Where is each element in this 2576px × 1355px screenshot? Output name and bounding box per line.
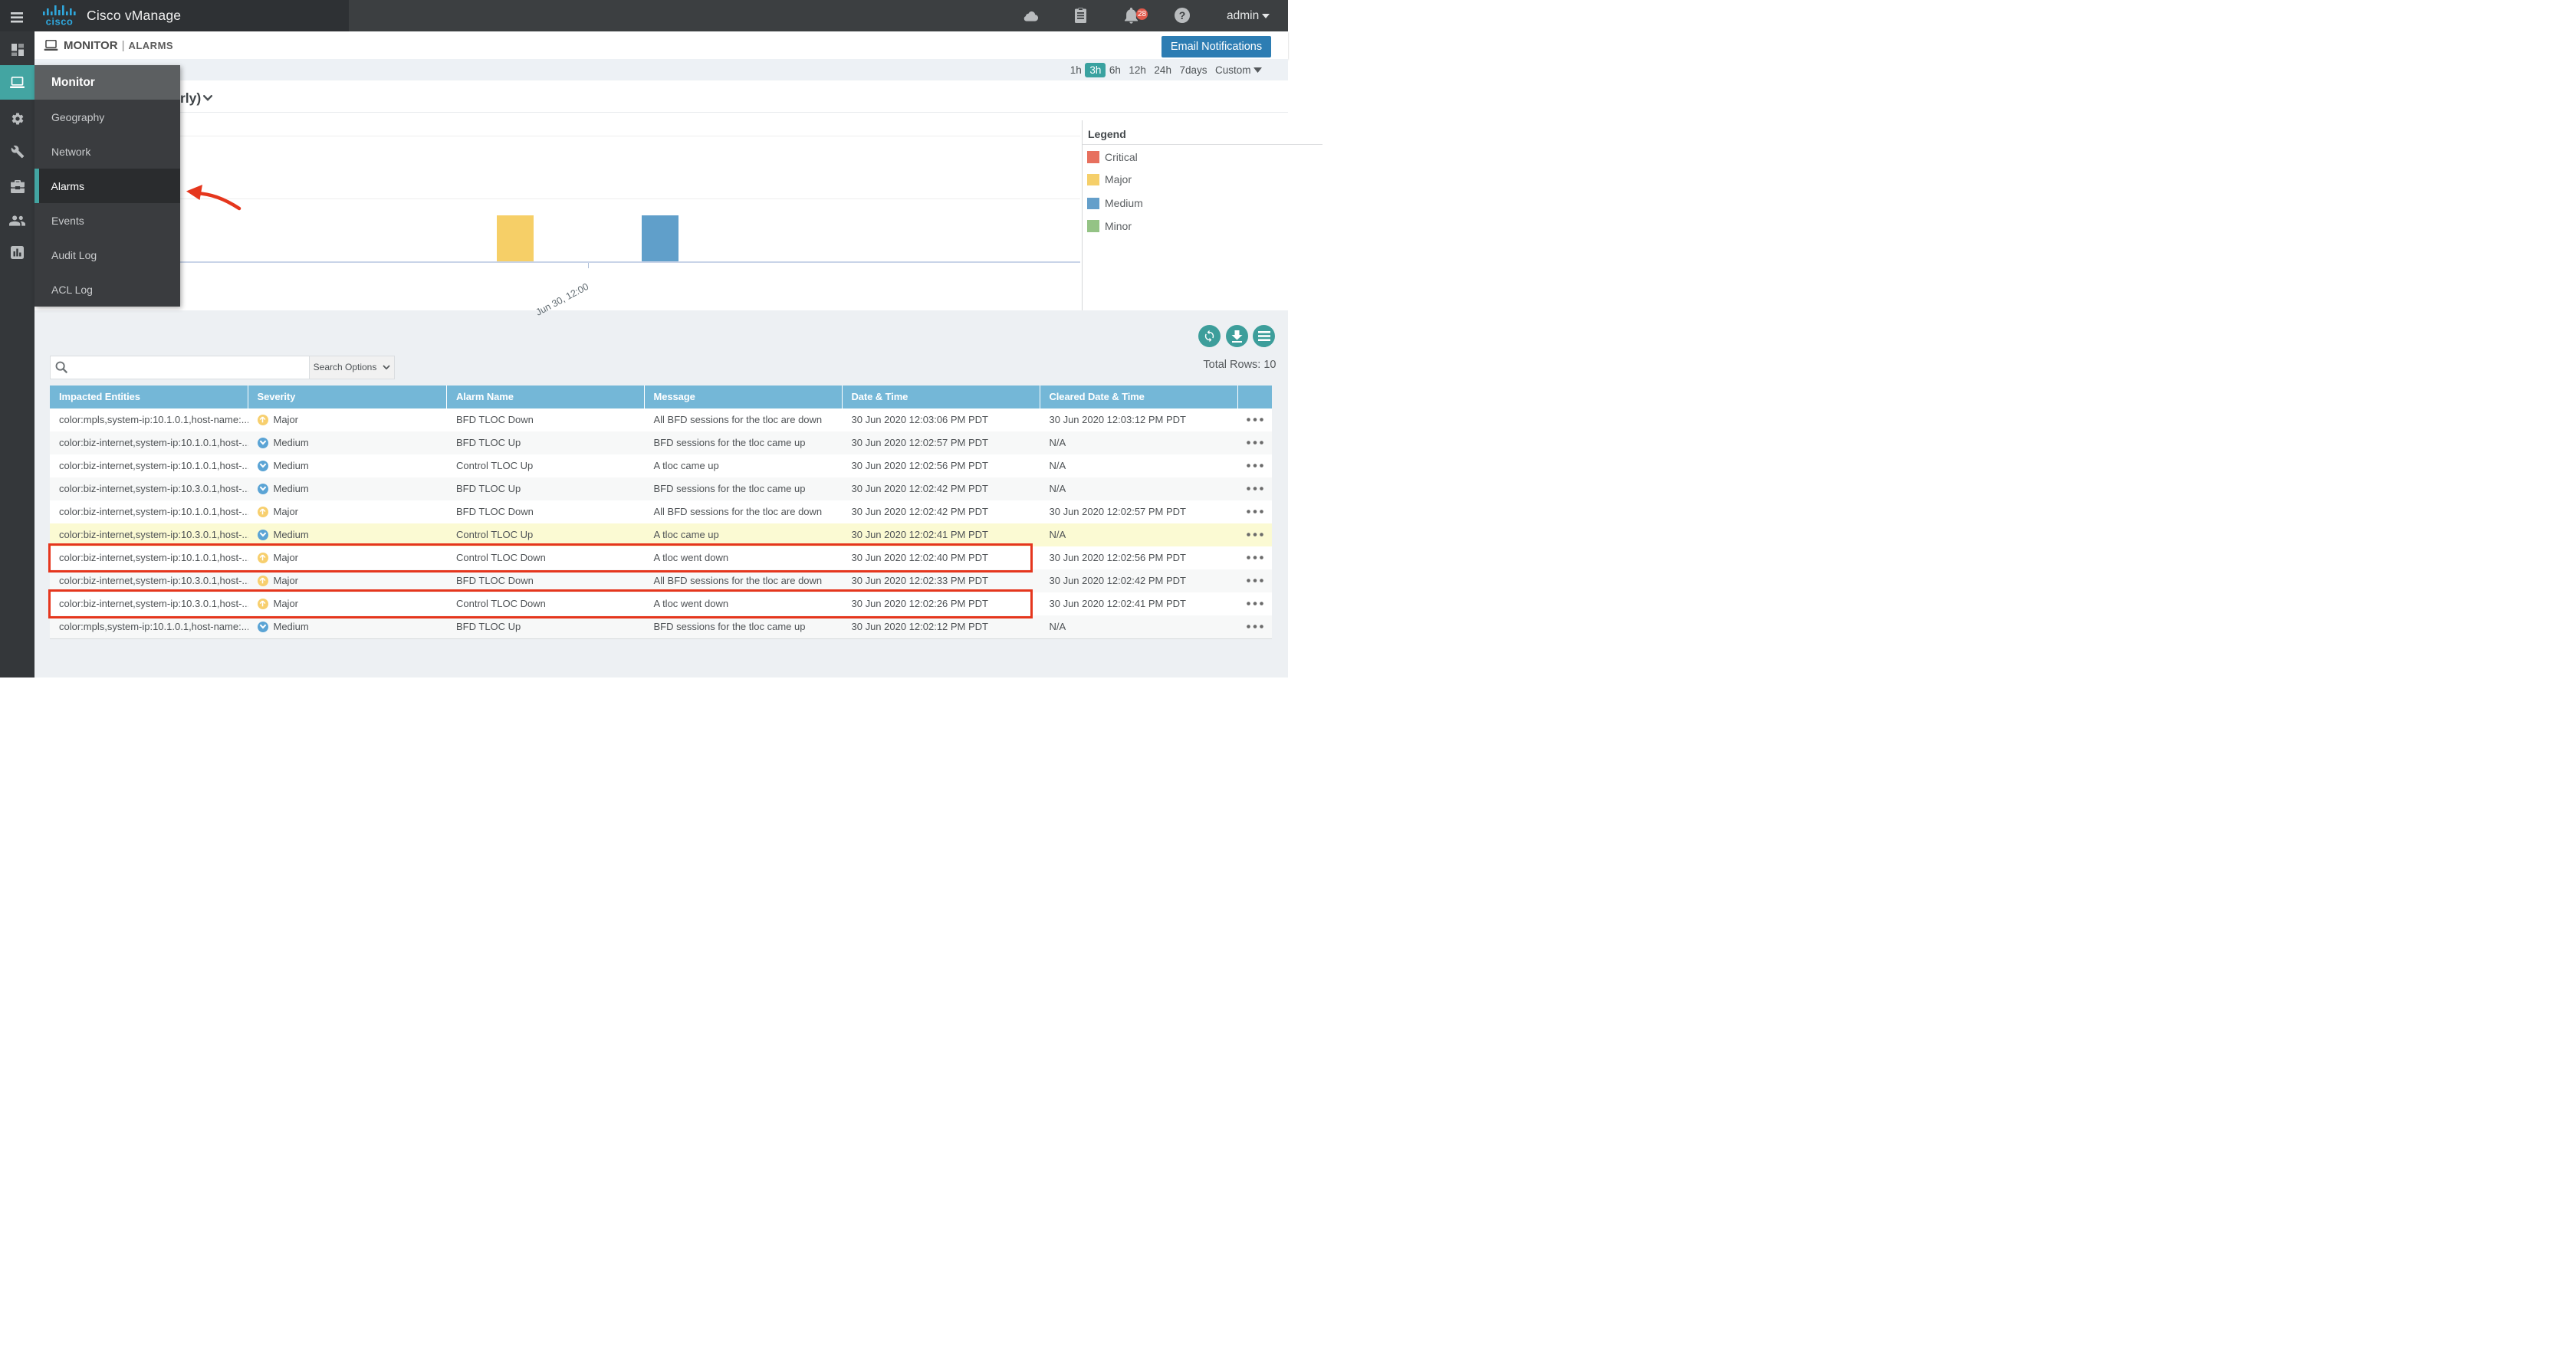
svg-text:cisco: cisco — [46, 16, 74, 27]
